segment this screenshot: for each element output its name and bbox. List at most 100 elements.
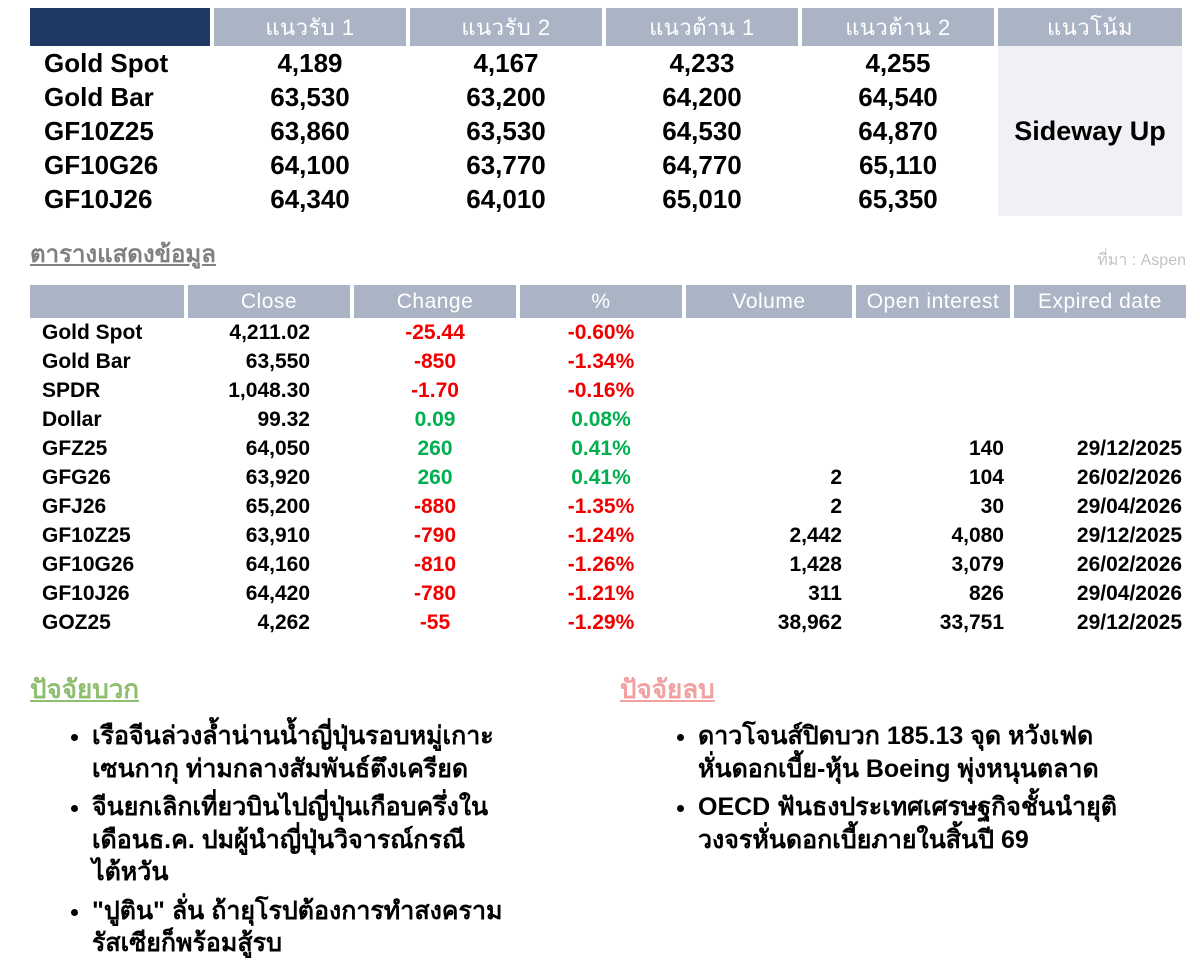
- negative-factors-list: ดาวโจนส์ปิดบวก 185.13 จุด หวังเฟดหั่นดอก…: [620, 720, 1186, 856]
- expired-date-value: [1014, 318, 1186, 347]
- expired-date-value: 26/02/2026: [1014, 463, 1186, 492]
- open-interest-value: 30: [856, 492, 1010, 521]
- open-interest-value: [856, 347, 1010, 376]
- change-value: -780: [354, 579, 516, 608]
- level-value: 64,100: [214, 148, 406, 182]
- level-value: 64,770: [606, 148, 798, 182]
- close-value: 64,420: [188, 579, 350, 608]
- support-table-header-cell: แนวรับ 2: [410, 8, 602, 46]
- volume-value: 38,962: [686, 608, 852, 637]
- volume-value: 2,442: [686, 521, 852, 550]
- instrument-label: SPDR: [30, 376, 184, 405]
- percent-change-value: 0.41%: [520, 463, 682, 492]
- data-table-header-cell: Expired date: [1014, 285, 1186, 318]
- factor-item: ดาวโจนส์ปิดบวก 185.13 จุด หวังเฟดหั่นดอก…: [698, 720, 1118, 785]
- level-value: 64,530: [606, 114, 798, 148]
- percent-change-value: -1.21%: [520, 579, 682, 608]
- level-value: 4,255: [802, 46, 994, 80]
- expired-date-value: [1014, 376, 1186, 405]
- percent-change-value: -1.34%: [520, 347, 682, 376]
- open-interest-value: 4,080: [856, 521, 1010, 550]
- open-interest-value: [856, 376, 1010, 405]
- data-table-title: ตารางแสดงข้อมูล: [30, 241, 216, 268]
- trend-value: Sideway Up: [998, 46, 1182, 216]
- expired-date-value: 29/04/2026: [1014, 492, 1186, 521]
- factor-item: "ปูติน" ลั่น ถ้ายุโรปต้องการทำสงคราม รัส…: [92, 895, 522, 960]
- change-value: -880: [354, 492, 516, 521]
- change-value: -810: [354, 550, 516, 579]
- data-table-header-cell: Close: [188, 285, 350, 318]
- instrument-label: GF10J26: [30, 182, 210, 216]
- level-value: 63,860: [214, 114, 406, 148]
- instrument-label: GF10G26: [30, 550, 184, 579]
- instrument-label: GF10Z25: [30, 521, 184, 550]
- factor-item: OECD ฟันธงประเทศเศรษฐกิจชั้นนำยุติวงจรหั…: [698, 791, 1118, 856]
- close-value: 65,200: [188, 492, 350, 521]
- change-value: 260: [354, 463, 516, 492]
- change-value: -25.44: [354, 318, 516, 347]
- change-value: -1.70: [354, 376, 516, 405]
- instrument-label: GOZ25: [30, 608, 184, 637]
- level-value: 63,530: [214, 80, 406, 114]
- level-value: 4,167: [410, 46, 602, 80]
- data-table-corner-cell: [30, 285, 184, 318]
- close-value: 64,050: [188, 434, 350, 463]
- level-value: 65,110: [802, 148, 994, 182]
- change-value: -850: [354, 347, 516, 376]
- source-label: ที่มา : Aspen: [1097, 252, 1186, 269]
- volume-value: [686, 376, 852, 405]
- percent-change-value: -1.29%: [520, 608, 682, 637]
- percent-change-value: -0.60%: [520, 318, 682, 347]
- support-resistance-table: แนวรับ 1 แนวรับ 2 แนวต้าน 1 แนวต้าน 2 แนวโน้…: [30, 8, 1186, 216]
- support-table-header-cell: แนวต้าน 2: [802, 8, 994, 46]
- instrument-label: Gold Bar: [30, 80, 210, 114]
- level-value: 63,530: [410, 114, 602, 148]
- percent-change-value: 0.08%: [520, 405, 682, 434]
- instrument-label: GF10Z25: [30, 114, 210, 148]
- volume-value: 2: [686, 492, 852, 521]
- factor-item: เรือจีนล่วงล้ำน่านน้ำญี่ปุ่นรอบหมู่เกาะเ…: [92, 720, 522, 785]
- close-value: 4,262: [188, 608, 350, 637]
- volume-value: 1,428: [686, 550, 852, 579]
- open-interest-value: 140: [856, 434, 1010, 463]
- data-table-header-cell: Change: [354, 285, 516, 318]
- negative-factors-column: ปัจจัยลบ ดาวโจนส์ปิดบวก 185.13 จุด หวังเ…: [620, 669, 1186, 966]
- expired-date-value: 29/12/2025: [1014, 434, 1186, 463]
- close-value: 63,910: [188, 521, 350, 550]
- level-value: 64,200: [606, 80, 798, 114]
- positive-factors-list: เรือจีนล่วงล้ำน่านน้ำญี่ปุ่นรอบหมู่เกาะเ…: [30, 720, 620, 960]
- instrument-label: GF10J26: [30, 579, 184, 608]
- instrument-label: GF10G26: [30, 148, 210, 182]
- market-data-table: Close Change% Volume Open interest Expired d…: [30, 285, 1186, 637]
- data-table-header-cell: Volume: [686, 285, 852, 318]
- level-value: 63,770: [410, 148, 602, 182]
- support-table-header-cell: แนวต้าน 1: [606, 8, 798, 46]
- close-value: 63,550: [188, 347, 350, 376]
- close-value: 64,160: [188, 550, 350, 579]
- level-value: 65,350: [802, 182, 994, 216]
- volume-value: 2: [686, 463, 852, 492]
- data-section-header: ตารางแสดงข้อมูล ที่มา : Aspen: [30, 234, 1186, 273]
- open-interest-value: 33,751: [856, 608, 1010, 637]
- support-table-header-cell: แนวโน้ม: [998, 8, 1182, 46]
- positive-factors-title: ปัจจัยบวก: [30, 674, 140, 704]
- instrument-label: Gold Bar: [30, 347, 184, 376]
- instrument-label: Gold Spot: [30, 318, 184, 347]
- instrument-label: GFG26: [30, 463, 184, 492]
- expired-date-value: 29/12/2025: [1014, 521, 1186, 550]
- data-table-header-cell: %: [520, 285, 682, 318]
- level-value: 64,010: [410, 182, 602, 216]
- percent-change-value: -1.24%: [520, 521, 682, 550]
- change-value: -790: [354, 521, 516, 550]
- expired-date-value: [1014, 347, 1186, 376]
- instrument-label: Gold Spot: [30, 46, 210, 80]
- open-interest-value: 104: [856, 463, 1010, 492]
- instrument-label: Dollar: [30, 405, 184, 434]
- expired-date-value: [1014, 405, 1186, 434]
- open-interest-value: [856, 405, 1010, 434]
- volume-value: [686, 318, 852, 347]
- percent-change-value: -0.16%: [520, 376, 682, 405]
- positive-factors-column: ปัจจัยบวก เรือจีนล่วงล้ำน่านน้ำญี่ปุ่นรอ…: [30, 669, 620, 966]
- change-value: -55: [354, 608, 516, 637]
- level-value: 4,233: [606, 46, 798, 80]
